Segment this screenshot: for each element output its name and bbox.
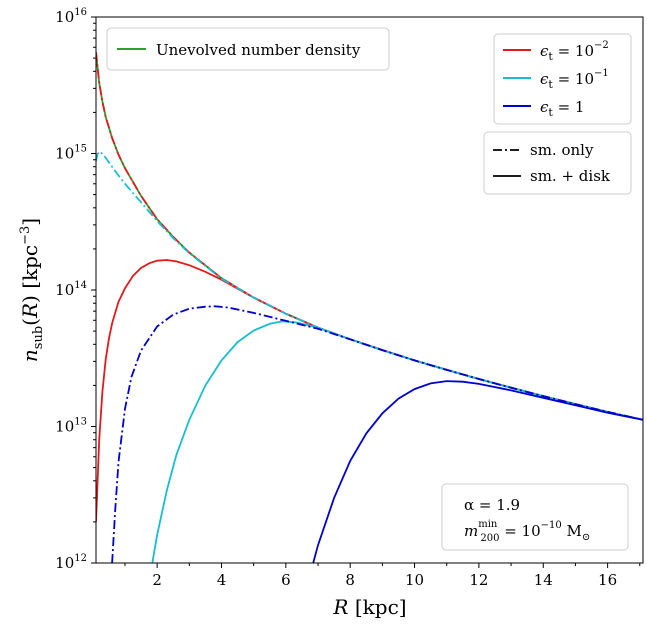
annotation-box: α = 1.9 mmin 200 = 10−10 M⊙: [441, 483, 629, 551]
series-line-6: [111, 305, 643, 563]
series-line-5: [312, 380, 643, 563]
x-tick-label: 10: [405, 571, 424, 589]
series-line-4: [96, 150, 643, 421]
annotation-alpha: α = 1.9: [464, 496, 520, 514]
legend-style-label-0: sm. only: [530, 141, 594, 159]
x-tick-label: 4: [217, 571, 227, 589]
x-tick-label: 8: [345, 571, 355, 589]
x-axis-label: R [kpc]: [332, 595, 406, 619]
legend-eps: ϵt = 10−2 ϵt = 10−1 ϵt = 1: [493, 33, 632, 125]
y-tick-label: 1016: [55, 7, 87, 26]
y-tick-label: 1015: [55, 144, 87, 163]
curves: [96, 52, 643, 563]
y-tick-label: 1012: [55, 553, 87, 572]
x-tick-label: 12: [469, 571, 488, 589]
annotation-mmin: mmin 200 = 10−10 M⊙: [464, 519, 590, 544]
series-line-1: [96, 259, 643, 522]
legend-unevolved-label: Unevolved number density: [156, 41, 361, 59]
legend-eps-label-0: ϵt = 10−2: [540, 40, 609, 63]
x-tick-label: 2: [152, 571, 162, 589]
x-tick-label: 6: [281, 571, 291, 589]
y-tick-label: 1013: [55, 417, 87, 436]
legend-unevolved: Unevolved number density: [106, 27, 390, 71]
x-tick-label: 14: [534, 571, 553, 589]
y-axis-label: nsub(R) [kpc−3]: [18, 218, 46, 362]
x-tick-label: 16: [598, 571, 617, 589]
legend-eps-label-1: ϵt = 10−1: [540, 68, 609, 91]
legend-style: sm. only sm. + disk: [483, 131, 632, 195]
legend-style-label-1: sm. + disk: [530, 167, 611, 185]
y-tick-label: 1014: [55, 280, 87, 299]
legend-eps-label-2: ϵt = 1: [540, 98, 584, 119]
